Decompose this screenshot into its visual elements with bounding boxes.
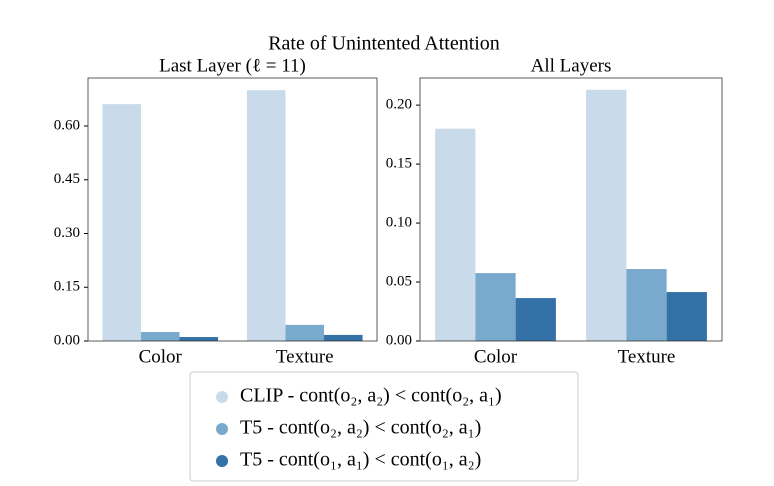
bar [179,337,219,341]
axes-frame [419,77,723,342]
bar [475,273,516,341]
y-tick-label: 0.05 [386,273,412,289]
legend-marker [216,455,228,467]
bar [102,104,141,341]
subplot-title: Last Layer (ℓ = 11) [159,55,306,76]
bar [515,298,556,341]
axes-frame [87,77,378,342]
bar [586,89,627,341]
legend-box [189,371,579,482]
x-tick-label: Color [474,346,518,367]
x-tick-label: Texture [276,346,334,367]
y-tick-label: 0.00 [386,332,412,348]
legend-marker [216,423,228,435]
bar [285,324,325,341]
legend-label: T5 - cont(o₁, a₁) < cont(o₁, a₂) [240,449,481,471]
x-tick-label: Texture [618,346,676,367]
bar [626,269,667,341]
bar [246,90,286,342]
y-tick-label: 0.00 [54,332,80,348]
subplot-title: All Layers [531,55,612,76]
legend-label: CLIP - cont(o₂, a₂) < cont(o₂, a₁) [240,385,502,407]
y-tick-label: 0.60 [54,117,80,133]
y-tick-label: 0.30 [54,225,80,241]
x-tick-label: Color [139,346,183,367]
y-tick-label: 0.20 [386,97,412,113]
y-tick-label: 0.15 [54,279,80,295]
y-tick-label: 0.10 [386,215,412,231]
legend-marker [216,391,228,403]
legend-label: T5 - cont(o₂, a₂) < cont(o₂, a₁) [240,417,481,439]
bar [140,332,180,341]
bar [324,334,363,341]
bar [666,292,707,341]
bar [435,128,476,341]
y-tick-label: 0.45 [54,171,80,187]
figure-title: Rate of Unintented Attention [268,33,500,55]
y-tick-label: 0.15 [386,156,412,172]
